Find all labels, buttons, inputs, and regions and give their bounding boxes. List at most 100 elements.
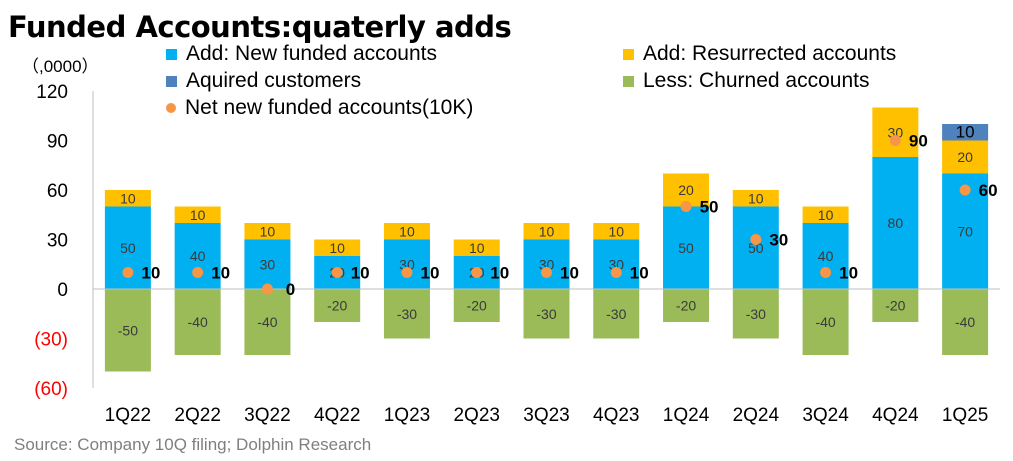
net-new-point [541, 267, 552, 278]
net-new-point [261, 283, 273, 295]
x-tick-label: 2Q23 [453, 405, 499, 426]
x-tick-label: 1Q23 [384, 405, 430, 426]
net-new-point [889, 135, 901, 146]
x-tick-label: 4Q24 [872, 405, 919, 426]
legend-churned: Less: Churned accounts [623, 69, 869, 93]
bar-new-funded [593, 239, 640, 289]
chart-title: Funded Accounts:quaterly adds [8, 10, 512, 44]
net-new-label: 50 [700, 198, 719, 217]
bar-resurrected [314, 239, 361, 256]
bar-resurrected [593, 223, 640, 240]
net-new-label: 90 [909, 132, 928, 151]
x-tick-label: 4Q22 [314, 405, 360, 426]
bar-resurrected [802, 206, 849, 223]
data-label: 10 [260, 223, 276, 239]
data-label: 20 [957, 149, 973, 165]
data-label: -30 [606, 306, 626, 322]
net-new-point [471, 267, 483, 278]
x-tick-label: 3Q23 [523, 405, 569, 426]
data-label: -20 [467, 298, 487, 314]
legend-acquired: Aquired customers [166, 69, 361, 93]
data-label: 10 [399, 223, 415, 239]
bar-resurrected [453, 239, 500, 256]
bar-new-funded [244, 239, 291, 289]
net-new-label: 10 [839, 264, 858, 283]
data-label: 80 [888, 215, 904, 231]
legend-swatch-acquired [166, 75, 177, 87]
data-label: 30 [888, 124, 904, 140]
y-tick-label: 120 [36, 82, 68, 103]
net-new-point [401, 267, 413, 278]
bar-resurrected [872, 107, 919, 157]
net-new-label: 10 [211, 264, 230, 283]
bar-churned [523, 289, 570, 339]
data-label: 30 [260, 256, 276, 272]
bar-churned [872, 289, 919, 322]
data-label: -30 [536, 306, 556, 322]
data-label: 50 [748, 240, 764, 256]
x-tick-label: 2Q22 [174, 405, 220, 426]
data-label: 10 [539, 223, 555, 239]
data-label: 30 [539, 256, 555, 272]
data-label: 10 [748, 190, 764, 206]
data-label: -50 [118, 322, 138, 338]
net-new-point [750, 234, 762, 245]
bar-churned [174, 289, 221, 355]
bar-new-funded [383, 239, 430, 289]
y-tick-label: 30 [47, 231, 68, 252]
legend-label-churned: Less: Churned accounts [643, 69, 870, 92]
legend-net-new: Net new funded accounts(10K) [166, 96, 473, 120]
bar-resurrected [523, 223, 570, 240]
bar-churned [383, 289, 430, 339]
bar-resurrected [104, 190, 151, 207]
y-tick-label: (30) [34, 330, 68, 351]
y-tick-label: 90 [47, 132, 68, 153]
net-new-point [959, 184, 971, 196]
bar-churned [453, 289, 500, 322]
bar-resurrected [383, 223, 430, 240]
net-new-label: 10 [490, 264, 509, 283]
bar-new-funded [523, 239, 570, 289]
x-tick-label: 1Q25 [942, 405, 988, 426]
net-new-point [680, 201, 692, 212]
bar-new-funded [732, 206, 779, 289]
data-label: 10 [608, 223, 624, 239]
bar-churned [244, 289, 291, 355]
data-label: 50 [120, 240, 136, 256]
y-tick-label: 60 [47, 181, 68, 202]
net-new-label: 10 [560, 264, 579, 283]
x-tick-label: 2Q24 [733, 405, 780, 426]
source-note: Source: Company 10Q filing; Dolphin Rese… [14, 435, 372, 454]
net-new-point [820, 267, 832, 278]
data-label: 40 [190, 248, 206, 264]
x-tick-label: 4Q23 [593, 405, 639, 426]
data-label: 10 [818, 207, 834, 223]
net-new-point [331, 267, 343, 278]
legend-dot-net-new [166, 103, 176, 113]
bar-resurrected [732, 190, 779, 207]
data-label: -30 [746, 306, 766, 322]
net-new-label: 10 [351, 264, 370, 283]
x-tick-label: 3Q22 [244, 405, 290, 426]
data-label: 20 [678, 182, 694, 198]
net-new-label: 60 [979, 181, 998, 200]
legend-resurrected: Add: Resurrected accounts [623, 42, 896, 66]
data-label: -40 [815, 314, 835, 330]
y-tick-label: 0 [57, 280, 68, 301]
net-new-label: 10 [141, 264, 160, 283]
net-new-label: 10 [421, 264, 440, 283]
bar-new-funded [663, 206, 710, 289]
net-new-label: 0 [286, 280, 295, 299]
data-label: -20 [676, 298, 696, 314]
net-new-point [122, 267, 134, 278]
net-new-label: 10 [630, 264, 649, 283]
bar-churned [593, 289, 640, 339]
bar-churned [663, 289, 710, 322]
legend-new-funded: Add: New funded accounts [166, 42, 437, 66]
bar-resurrected [244, 223, 291, 240]
data-label: -20 [885, 298, 905, 314]
bar-churned [104, 289, 151, 372]
legend-label-net-new: Net new funded accounts(10K) [185, 96, 474, 119]
data-label: 10 [956, 122, 975, 141]
